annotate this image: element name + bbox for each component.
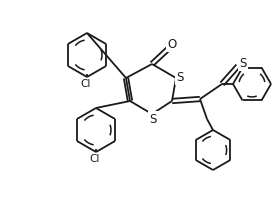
Text: S: S (239, 57, 247, 70)
Text: Cl: Cl (90, 154, 100, 164)
Text: S: S (176, 71, 184, 84)
Text: Cl: Cl (81, 79, 91, 89)
Text: S: S (149, 112, 157, 125)
Text: O: O (167, 37, 177, 50)
